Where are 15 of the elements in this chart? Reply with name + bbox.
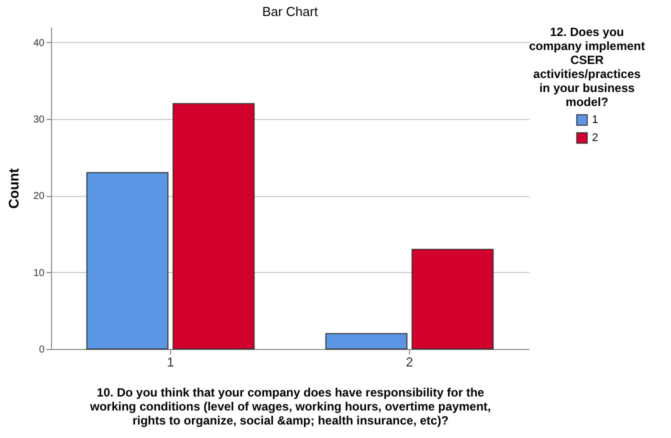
y-tick-label: 40: [33, 38, 45, 49]
bar: [325, 333, 408, 350]
legend-title: 12. Does you company implement CSER activities/practices in your business model?: [528, 25, 646, 109]
legend-label: 2: [592, 132, 598, 144]
bar: [172, 103, 255, 350]
y-tick-label: 20: [33, 191, 45, 202]
y-axis-title: Count: [5, 168, 22, 209]
bar: [86, 172, 168, 350]
y-tick-label: 30: [33, 114, 45, 126]
legend-label: 1: [592, 114, 598, 126]
bar: [412, 248, 494, 350]
x-axis-title: 10. Do you think that your company does have responsibility for the working conditions (level of wages, working hours, overtime payment, rights to organize, social &amp; health insurance, etc)?: [89, 386, 491, 428]
y-tick-label: 0: [38, 344, 45, 356]
y-tick-label: 10: [33, 268, 45, 279]
chart-title: Bar Chart: [262, 4, 318, 19]
